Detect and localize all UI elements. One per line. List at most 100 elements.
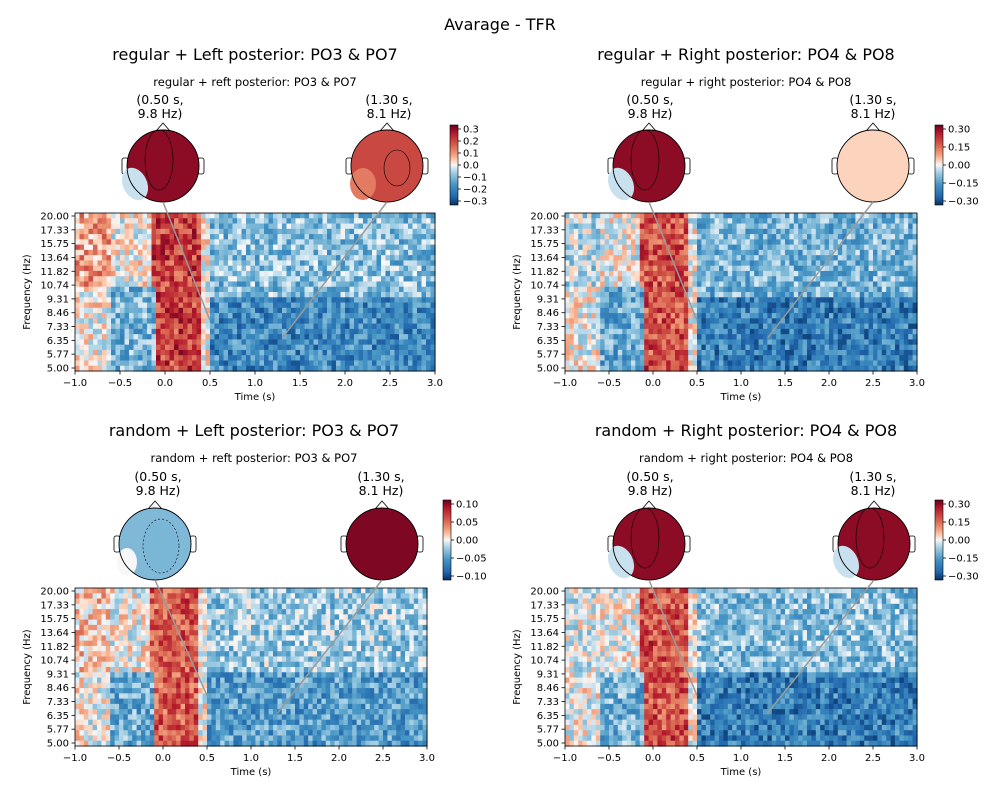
heatmap-cell (785, 360, 790, 367)
heatmap-cell (881, 255, 887, 261)
heatmap-cell (408, 218, 414, 225)
heatmap-cell (178, 355, 184, 362)
heatmap-cell (367, 360, 373, 367)
heatmap-cell (635, 249, 641, 256)
heatmap-cell (394, 339, 400, 346)
heatmap-cell (93, 292, 99, 298)
heatmap-cell (430, 334, 436, 340)
heatmap-cell (609, 292, 614, 298)
heatmap-cell (710, 249, 716, 256)
heatmap-cell (842, 244, 848, 251)
heatmap-cell (367, 297, 373, 304)
heatmap-cell (837, 223, 843, 230)
heatmap-cell (381, 270, 387, 277)
heatmap-cell (196, 213, 202, 219)
heatmap-cell (138, 360, 144, 367)
heatmap-cell (354, 260, 360, 267)
heatmap-cell (174, 249, 180, 256)
heatmap-cell (895, 223, 900, 230)
heatmap-cell (88, 334, 94, 340)
heatmap-cell (138, 349, 144, 356)
heatmap-cell (331, 297, 337, 304)
heatmap-cell (106, 360, 112, 367)
heatmap-cell (837, 365, 843, 372)
heatmap-cell (736, 328, 742, 335)
heatmap-cell (349, 344, 355, 351)
heatmap-cell (648, 281, 654, 288)
heatmap-cell (732, 365, 738, 372)
heatmap-cell (111, 265, 117, 272)
heatmap-cell (309, 265, 315, 272)
heatmap-cell (205, 249, 211, 256)
heatmap-cell (363, 234, 369, 240)
heatmap-cell (399, 281, 405, 288)
heatmap-cell (75, 318, 81, 325)
heatmap-cell (776, 360, 782, 367)
heatmap-cell (156, 365, 162, 372)
heatmap-cell (895, 344, 900, 351)
heatmap-cell (631, 228, 636, 235)
heatmap-cell (631, 313, 636, 319)
heatmap-cell (595, 265, 601, 272)
heatmap-cell (124, 286, 130, 293)
heatmap-cell (648, 328, 654, 335)
heatmap-cell (313, 255, 319, 261)
heatmap-cell (138, 255, 144, 261)
heatmap-cell (736, 292, 742, 298)
heatmap-cell (430, 244, 436, 251)
heatmap-cell (174, 355, 180, 362)
heatmap-cell (430, 218, 436, 225)
heatmap-cell (417, 286, 423, 293)
heatmap-cell (268, 349, 274, 356)
heatmap-cell (824, 349, 830, 356)
heatmap-cell (565, 318, 570, 325)
heatmap-cell (820, 360, 826, 367)
heatmap-cell (802, 249, 808, 256)
heatmap-cell (688, 328, 694, 335)
heatmap-cell (300, 297, 306, 304)
heatmap-cell (820, 344, 826, 351)
heatmap-cell (719, 223, 724, 230)
heatmap-cell (613, 360, 619, 367)
heatmap-cell (115, 239, 121, 246)
heatmap-cell (582, 339, 588, 346)
heatmap-cell (622, 213, 628, 219)
heatmap-cell (763, 255, 768, 261)
heatmap-cell (286, 292, 292, 298)
x-tick-label: 0.0 (645, 378, 661, 389)
heatmap-cell (165, 323, 171, 330)
heatmap-cell (237, 281, 243, 288)
heatmap-cell (815, 344, 821, 351)
heatmap-cell (859, 239, 865, 246)
heatmap-cell (430, 223, 436, 230)
heatmap-cell (354, 270, 360, 277)
heatmap-cell (102, 339, 108, 346)
heatmap-cell (631, 213, 636, 219)
heatmap-cell (912, 213, 918, 219)
heatmap-cell (877, 365, 883, 372)
heatmap-cell (719, 292, 724, 298)
heatmap-cell (873, 281, 878, 288)
heatmap-cell (683, 339, 689, 346)
heatmap-cell (582, 239, 588, 246)
heatmap-cell (877, 323, 883, 330)
heatmap-cell (246, 239, 252, 246)
heatmap-cell (798, 228, 804, 235)
heatmap-cell (741, 344, 746, 351)
heatmap-cell (340, 265, 346, 272)
heatmap-cell (345, 349, 351, 356)
heatmap-cell (394, 323, 400, 330)
heatmap-cell (587, 334, 592, 340)
heatmap-cell (903, 270, 909, 277)
heatmap-cell (789, 307, 795, 314)
heatmap-cell (622, 302, 628, 309)
heatmap-cell (363, 360, 369, 367)
heatmap-cell (201, 334, 207, 340)
heatmap-cell (246, 234, 252, 240)
heatmap-cell (246, 344, 252, 351)
heatmap-cell (277, 249, 283, 256)
heatmap-cell (205, 260, 211, 267)
heatmap-cell (785, 260, 790, 267)
heatmap-cell (877, 339, 883, 346)
heatmap-cell (587, 307, 592, 314)
